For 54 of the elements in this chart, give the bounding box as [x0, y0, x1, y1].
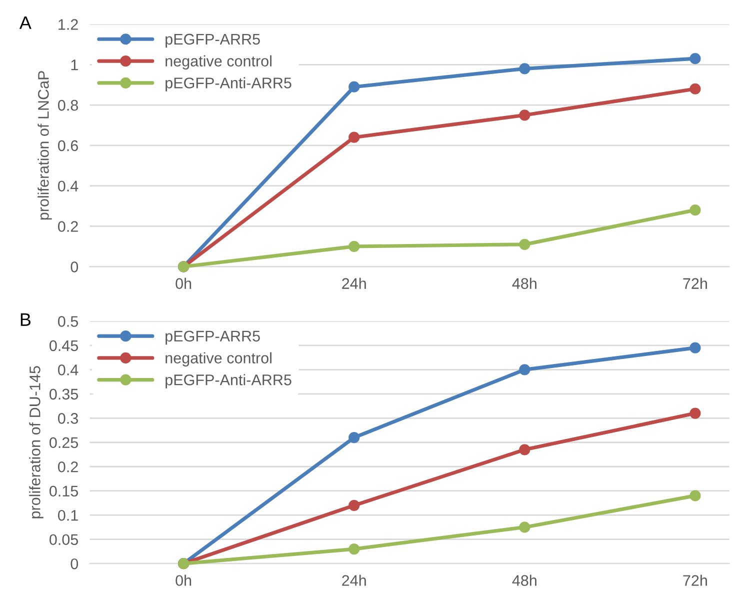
- x-tick-label: 48h: [512, 574, 536, 586]
- point: [519, 110, 530, 121]
- x-tick-label: 0h: [176, 278, 192, 289]
- point: [519, 444, 530, 456]
- x-tick-label: 72h: [683, 278, 707, 289]
- x-tick-label: 24h: [342, 574, 366, 586]
- y-tick-label: 0.05: [50, 534, 78, 546]
- y-axis-title: proliferation of DU-145: [29, 366, 44, 518]
- x-tick-label: 0h: [176, 574, 192, 586]
- x-tick-label: 48h: [512, 278, 536, 289]
- y-tick-label: 0.4: [58, 364, 78, 376]
- point: [690, 342, 701, 354]
- y-tick-label: 0.3: [58, 413, 78, 424]
- y-tick-label: 0.8: [58, 100, 78, 111]
- point: [348, 240, 360, 252]
- y-tick-label: 0.6: [58, 140, 78, 152]
- point: [690, 408, 701, 419]
- y-tick-label: 0.2: [58, 461, 78, 472]
- point: [690, 83, 701, 94]
- legend-label: pEGFP-ARR5: [166, 330, 260, 345]
- x-tick-label: 72h: [683, 574, 707, 586]
- y-tick-label: 0.15: [50, 486, 78, 497]
- text: A: [19, 16, 32, 29]
- legend-label: negative control: [166, 55, 272, 70]
- y-tick-label: 0.45: [50, 340, 78, 352]
- y-tick-label: 1.2: [58, 19, 78, 30]
- y-tick-label: 0.25: [50, 437, 78, 448]
- y-tick-label: 0.35: [50, 388, 78, 400]
- y-tick-label: 0: [70, 558, 78, 570]
- point: [690, 204, 701, 216]
- point: [690, 53, 701, 64]
- x-tick-label: 24h: [342, 278, 366, 289]
- point: [348, 132, 360, 143]
- y-tick-label: 0.4: [58, 180, 78, 192]
- legend-label: pEGFP-ARR5: [166, 34, 260, 48]
- point: [348, 81, 360, 92]
- point: [519, 238, 530, 250]
- point: [348, 432, 360, 444]
- y-tick-label: 0.5: [58, 316, 78, 327]
- y-tick-label: 1: [71, 60, 78, 70]
- y-axis-title: proliferation of LNCaP: [38, 71, 52, 220]
- point: [519, 364, 530, 376]
- legend-label: negative control: [166, 352, 272, 366]
- text: B: [20, 313, 30, 326]
- point: [348, 500, 360, 511]
- y-tick-label: 0.1: [58, 510, 78, 521]
- y-tick-label: 0: [70, 262, 78, 272]
- point: [519, 522, 530, 533]
- point: [690, 490, 701, 502]
- legend-label: pEGFP-Anti-ARR5: [166, 374, 292, 388]
- point: [348, 543, 360, 555]
- y-tick-label: 0.2: [58, 221, 78, 232]
- legend-label: pEGFP-Anti-ARR5: [166, 77, 292, 92]
- point: [519, 63, 530, 74]
